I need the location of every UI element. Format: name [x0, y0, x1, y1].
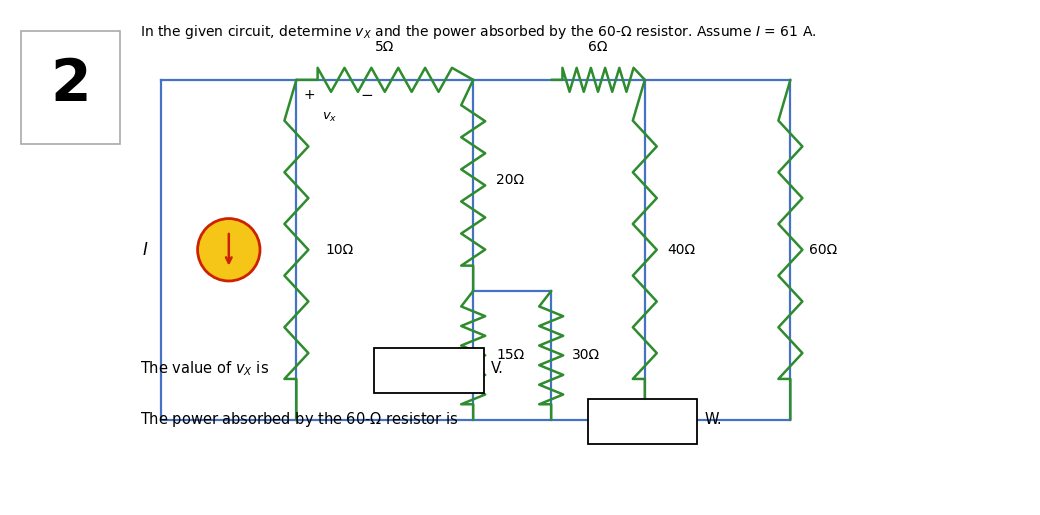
FancyBboxPatch shape [588, 399, 697, 444]
Text: 40Ω: 40Ω [668, 243, 696, 257]
Text: 6Ω: 6Ω [589, 40, 607, 54]
Text: 60Ω: 60Ω [809, 243, 837, 257]
Ellipse shape [198, 218, 260, 281]
FancyBboxPatch shape [21, 31, 120, 144]
Text: 5Ω: 5Ω [375, 40, 394, 54]
Text: 30Ω: 30Ω [572, 348, 600, 363]
Text: In the given circuit, determine $v_X$ and the power absorbed by the 60-$\Omega$ : In the given circuit, determine $v_X$ an… [140, 23, 816, 41]
Text: 20Ω: 20Ω [496, 173, 524, 187]
Text: $I$: $I$ [142, 241, 149, 259]
Text: 10Ω: 10Ω [326, 243, 354, 257]
FancyBboxPatch shape [374, 348, 484, 393]
Text: −: − [361, 88, 373, 103]
Text: 15Ω: 15Ω [496, 348, 524, 363]
Text: W.: W. [704, 412, 722, 427]
Text: $v_x$: $v_x$ [322, 111, 337, 124]
Text: The value of $v_X$ is: The value of $v_X$ is [140, 359, 269, 377]
Text: The power absorbed by the 60-$\Omega$ resistor is: The power absorbed by the 60-$\Omega$ re… [140, 410, 459, 429]
Text: 2: 2 [50, 57, 92, 113]
Text: +: + [303, 88, 315, 102]
Text: V.: V. [491, 360, 503, 376]
